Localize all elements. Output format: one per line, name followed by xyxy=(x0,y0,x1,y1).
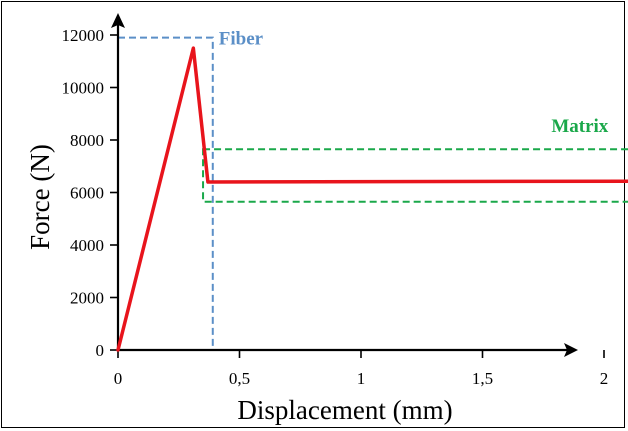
force-curve xyxy=(116,46,628,352)
y-tick-label: 4000 xyxy=(70,236,104,255)
y-axis-title: Force (N) xyxy=(25,144,55,250)
x-tick-label: 0 xyxy=(114,369,123,388)
x-tick-label: 2 xyxy=(600,369,609,388)
fiber-label: Fiber xyxy=(219,29,264,50)
y-tick-label: 8000 xyxy=(70,131,104,150)
x-tick-label: 1,5 xyxy=(472,369,493,388)
x-axis-arrow xyxy=(564,343,578,357)
y-tick-label: 2000 xyxy=(70,289,104,308)
matrix-region-box xyxy=(202,148,628,203)
matrix-label: Matrix xyxy=(551,116,608,137)
y-tick-label: 10000 xyxy=(62,79,105,98)
x-tick-label: 1 xyxy=(357,369,366,388)
y-tick-label: 6000 xyxy=(70,184,104,203)
y-axis-arrow xyxy=(111,13,125,28)
y-tick-label: 12000 xyxy=(62,26,105,45)
y-tick-label: 0 xyxy=(96,341,105,360)
x-tick-label: 0,5 xyxy=(229,369,250,388)
x-axis-title: Displacement (mm) xyxy=(237,395,452,425)
